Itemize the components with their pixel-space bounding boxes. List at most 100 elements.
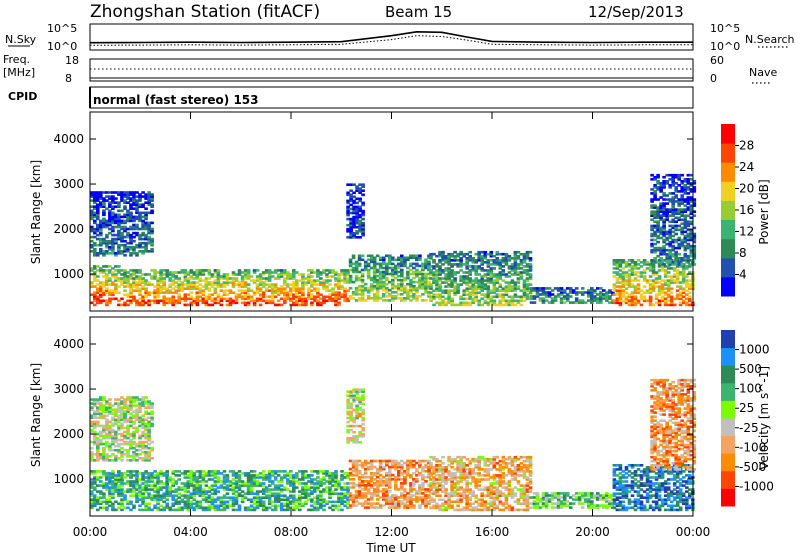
power-cell <box>369 284 374 288</box>
velocity-cell <box>421 486 425 489</box>
velocity-cell <box>183 496 188 499</box>
power-cell <box>630 269 635 272</box>
power-cell <box>334 291 338 294</box>
power-cell <box>310 297 314 301</box>
velocity-cell <box>186 504 191 508</box>
power-cell <box>483 261 488 264</box>
power-cell <box>541 293 546 296</box>
power-cell <box>346 269 350 272</box>
power-cell <box>421 266 425 270</box>
velocity-cell <box>123 496 127 499</box>
power-cell <box>650 238 654 242</box>
power-cell <box>662 224 666 228</box>
power-cell <box>372 274 377 278</box>
power-cell <box>427 254 431 258</box>
velocity-cell <box>222 476 227 479</box>
power-cell <box>322 269 326 272</box>
velocity-cell <box>313 502 317 506</box>
velocity-cell <box>216 470 221 473</box>
power-cell <box>688 295 692 299</box>
power-cell <box>207 295 212 299</box>
power-cell <box>96 254 100 257</box>
velocity-cell <box>219 502 224 506</box>
power-cell <box>453 271 457 274</box>
power-cell <box>147 281 151 284</box>
power-cell <box>668 250 672 254</box>
power-cell <box>685 285 689 288</box>
power-cell <box>144 213 148 217</box>
power-cell <box>522 291 527 294</box>
velocity-cell <box>313 484 317 487</box>
velocity-cell <box>93 488 97 491</box>
power-cell <box>462 275 466 278</box>
power-cell <box>325 269 329 272</box>
power-cell <box>93 299 97 303</box>
power-cell <box>243 301 248 305</box>
power-cell <box>382 284 386 288</box>
power-cell <box>258 279 263 282</box>
power-cell <box>590 287 594 290</box>
velocity-cell <box>180 500 185 504</box>
velocity-cell <box>421 496 425 499</box>
power-cell <box>674 190 678 193</box>
power-cell <box>198 269 203 272</box>
power-cell <box>357 270 362 274</box>
power-cell <box>334 301 338 305</box>
velocity-cell <box>102 496 106 499</box>
power-cell <box>360 299 365 302</box>
power-cell <box>660 287 665 290</box>
power-cell <box>325 295 329 299</box>
power-cell <box>480 259 484 262</box>
velocity-cell <box>222 502 227 506</box>
power-cell <box>358 215 362 219</box>
velocity-cell <box>388 465 392 469</box>
power-cell <box>468 303 472 307</box>
power-cell <box>675 269 680 272</box>
power-cell <box>96 237 100 241</box>
velocity-cell <box>432 476 436 479</box>
velocity-cell <box>363 467 368 471</box>
velocity-cell <box>415 473 419 477</box>
velocity-cell <box>354 484 359 487</box>
velocity-cell <box>319 478 323 481</box>
power-cell <box>243 295 248 299</box>
velocity-cell <box>267 500 272 504</box>
power-cell <box>459 265 463 268</box>
power-cell <box>375 282 380 286</box>
power-cell <box>240 285 245 288</box>
power-cell <box>692 246 697 250</box>
power-cell <box>126 279 130 282</box>
velocity-cell <box>165 488 169 491</box>
power-cell <box>662 244 666 248</box>
velocity-cell <box>171 482 175 485</box>
velocity-cell <box>435 502 439 506</box>
power-cell <box>683 190 688 193</box>
power-cell <box>96 205 100 208</box>
power-cell <box>375 278 380 282</box>
velocity-cell <box>292 476 296 479</box>
power-cell <box>424 276 428 280</box>
power-cell <box>665 232 669 236</box>
power-cell <box>459 275 463 278</box>
power-cell <box>270 283 275 286</box>
power-cell <box>255 297 260 301</box>
velocity-cell <box>207 508 212 512</box>
power-cell <box>447 279 451 282</box>
power-cell <box>234 295 239 299</box>
power-cell <box>651 263 656 266</box>
velocity-cell <box>258 482 263 485</box>
velocity-cell <box>132 470 136 473</box>
velocity-cell <box>258 490 263 493</box>
power-cell <box>507 259 512 262</box>
velocity-cell <box>171 508 175 512</box>
power-cell <box>375 288 380 292</box>
velocity-cell <box>117 484 121 487</box>
velocity-cell <box>189 478 194 481</box>
power-cell <box>325 273 329 276</box>
power-cell <box>471 279 475 282</box>
velocity-cell <box>138 494 142 497</box>
power-cell <box>686 206 691 209</box>
power-cell <box>510 295 515 299</box>
velocity-cell <box>360 504 365 507</box>
velocity-cell <box>424 480 428 483</box>
